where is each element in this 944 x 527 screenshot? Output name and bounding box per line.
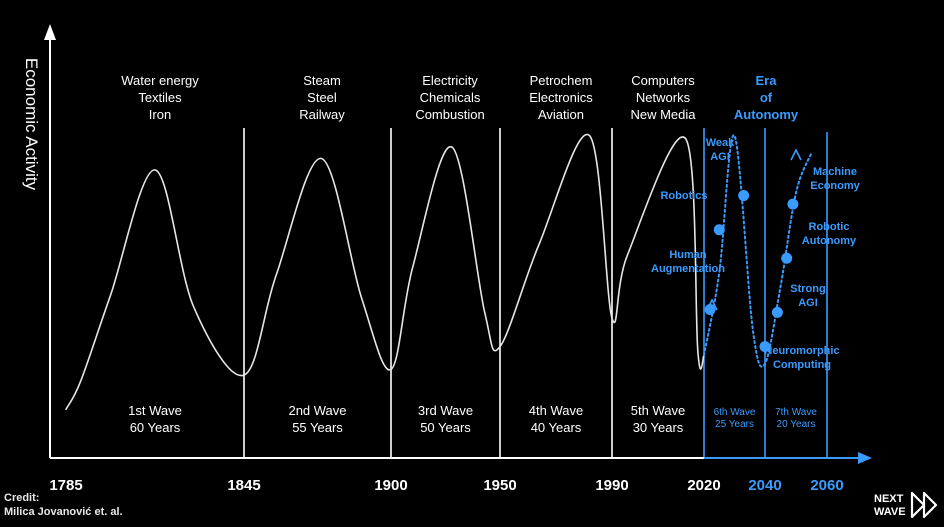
wave-name: 7th Wave: [775, 407, 817, 418]
era-label-line: of: [760, 90, 773, 105]
milestone-label: Human: [669, 249, 707, 261]
wave-name: 1st Wave: [128, 403, 182, 418]
x-tick-label: 1845: [227, 477, 260, 494]
milestone-label: AGI: [798, 297, 818, 309]
tech-label: Textiles: [138, 90, 182, 105]
x-tick-label: 1785: [49, 477, 82, 494]
credit: Credit: Milica Jovanović et. al.: [4, 491, 123, 519]
wave-duration: 40 Years: [531, 420, 582, 435]
wave-duration: 30 Years: [633, 420, 684, 435]
x-tick-label: 1950: [483, 477, 516, 494]
milestone-label: Autonomy: [802, 235, 857, 247]
tech-label: Combustion: [415, 107, 484, 122]
x-tick-label: 2020: [687, 477, 720, 494]
milestone-label: Robotic: [809, 221, 850, 233]
era-label-line: Era: [756, 73, 778, 88]
logo-text-top: NEXT: [874, 493, 904, 505]
milestone-label: Computing: [773, 359, 831, 371]
tech-label: Electricity: [422, 73, 478, 88]
wave-duration: 25 Years: [715, 419, 754, 430]
milestone-label: Strong: [790, 283, 825, 295]
wave-dividers: [243, 128, 828, 458]
milestone-label: Augmentation: [651, 263, 725, 275]
milestone-label: Weak: [706, 137, 735, 149]
projection-arrow-icon: [790, 148, 802, 161]
tech-label: New Media: [630, 107, 696, 122]
projected-line: [703, 134, 813, 368]
wave-duration: 20 Years: [777, 419, 816, 430]
milestone-dot: [713, 224, 725, 236]
wave-duration: 60 Years: [130, 420, 181, 435]
wave-name: 2nd Wave: [288, 403, 346, 418]
wave-duration: 55 Years: [292, 420, 343, 435]
tech-label: Iron: [149, 107, 171, 122]
milestones: Human Augmentation Robotics Weak AGI Neuromor…: [651, 137, 861, 371]
wave-labels: 1st Wave 60 Years 2nd Wave 55 Years 3rd Wave…: [128, 403, 817, 435]
tech-label: Petrochem: [530, 73, 593, 88]
x-tick-label: 2060: [810, 477, 843, 494]
milestone-label: Economy: [810, 180, 860, 192]
tech-label: Steam: [303, 73, 341, 88]
wave-name: 5th Wave: [631, 403, 685, 418]
x-tick-label: 1990: [595, 477, 628, 494]
era-label-line: Autonomy: [734, 107, 799, 122]
tech-label: Electronics: [529, 90, 593, 105]
tech-label: Chemicals: [420, 90, 481, 105]
credit-heading: Credit:: [4, 492, 40, 504]
era-label: Era of Autonomy: [734, 73, 799, 122]
milestone-dot: [771, 306, 783, 318]
technology-labels: Water energy Textiles Iron Steam Steel Railwa…: [121, 73, 696, 122]
milestone-label: Neuromorphic: [764, 345, 839, 357]
milestone-label: Robotics: [660, 190, 707, 202]
x-tick-label: 2040: [748, 477, 781, 494]
logo-text-bottom: WAVE: [874, 506, 906, 518]
logo-arrow-icon: [910, 491, 938, 519]
tech-label: Aviation: [538, 107, 584, 122]
tech-label: Railway: [299, 107, 345, 122]
milestone-dot: [759, 341, 771, 353]
milestone-dot: [704, 304, 716, 316]
wave-duration: 50 Years: [420, 420, 471, 435]
tech-label: Computers: [631, 73, 695, 88]
wave-name: 3rd Wave: [418, 403, 473, 418]
tech-label: Networks: [636, 90, 691, 105]
x-tick-labels: 1785 1845 1900 1950 1990 2020 2040 2060: [49, 477, 843, 494]
credit-author: Milica Jovanović et. al.: [4, 506, 123, 518]
milestone-label: AGI: [710, 151, 730, 163]
milestone-dot: [787, 198, 799, 210]
axes: [44, 24, 872, 464]
wave-name: 6th Wave: [714, 407, 756, 418]
tech-label: Steel: [307, 90, 337, 105]
milestone-dot: [781, 252, 793, 264]
y-axis-arrow-icon: [44, 24, 56, 40]
wave-name: 4th Wave: [529, 403, 583, 418]
next-wave-logo: NEXT WAVE: [874, 491, 938, 519]
x-axis-arrow-icon: [858, 452, 872, 464]
milestone-label: Machine: [813, 166, 857, 178]
tech-label: Water energy: [121, 73, 199, 88]
x-tick-label: 1900: [374, 477, 407, 494]
historic-line: [65, 133, 705, 411]
milestone-dot: [738, 190, 750, 202]
y-axis-label: Economic Activity: [22, 58, 41, 191]
